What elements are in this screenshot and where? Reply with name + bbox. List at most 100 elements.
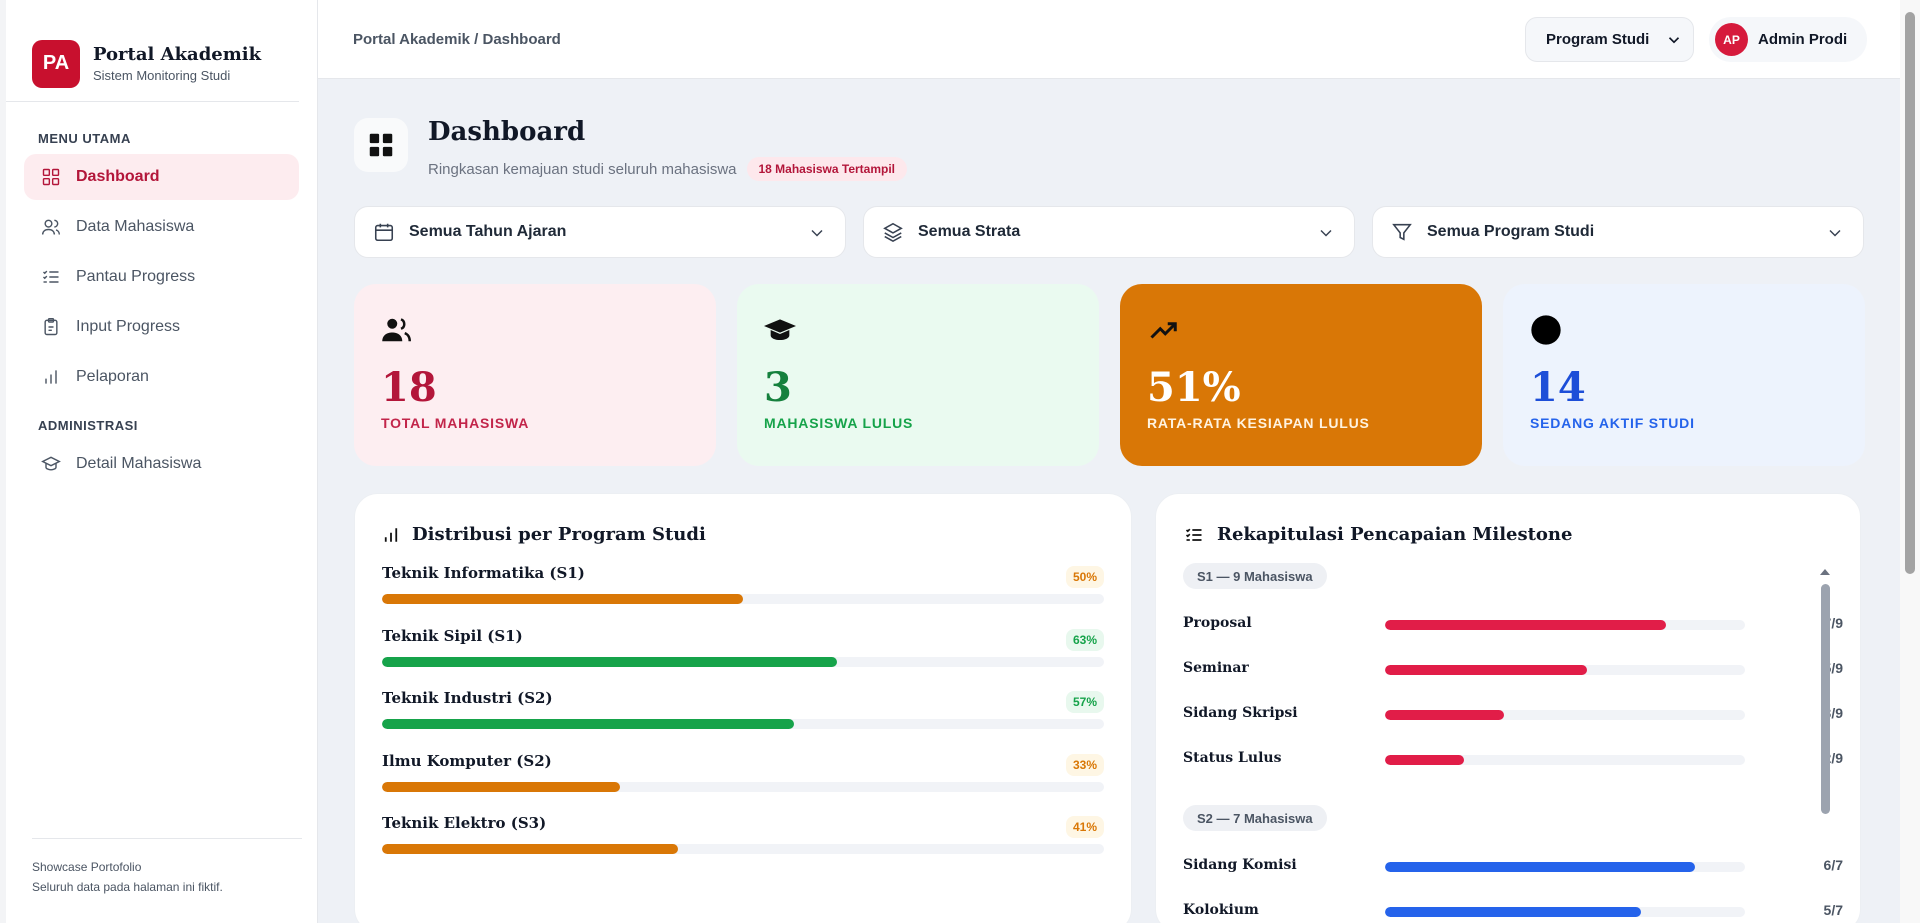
circle-icon — [1530, 314, 1838, 346]
program-name: Teknik Industri (S2) — [382, 689, 553, 707]
milestone-count: 5/7 — [1823, 902, 1843, 918]
trending-up-icon — [1147, 314, 1455, 346]
dashboard-grid-icon — [354, 118, 408, 172]
stat-label: MAHASISWA LULUS — [764, 415, 914, 431]
program-name: Ilmu Komputer (S2) — [382, 751, 552, 770]
milestone-count: 6/7 — [1823, 857, 1843, 873]
filter-label: Semua Tahun Ajaran — [409, 223, 567, 240]
milestone-name: Status Lulus — [1183, 750, 1282, 766]
progress-track — [382, 781, 1104, 792]
sidebar-item-label: Detail Mahasiswa — [76, 455, 202, 472]
filter-strata[interactable]: Semua Strata — [863, 206, 1355, 258]
distribution-row: Ilmu Komputer (S2) 33% — [382, 752, 1104, 814]
stat-value: 3 — [764, 364, 792, 411]
milestone-row: Sidang Komisi 6/7 — [1183, 855, 1843, 877]
filter-tahun-ajaran[interactable]: Semua Tahun Ajaran — [354, 206, 846, 258]
milestone-row: Sidang Skripsi 3/9 — [1183, 703, 1843, 725]
milestone-name: Seminar — [1183, 660, 1249, 676]
distribution-row: Teknik Elektro (S3) 41% — [382, 814, 1104, 876]
list-check-icon — [40, 266, 62, 288]
chevron-down-icon — [1665, 31, 1683, 53]
milestone-row: Kolokium 5/7 — [1183, 900, 1843, 922]
sidebar-item-detail-mahasiswa[interactable]: Detail Mahasiswa — [24, 441, 299, 487]
progress-track — [382, 594, 1104, 604]
graduation-cap-icon — [764, 314, 1072, 346]
program-studi-select[interactable]: Program Studi — [1525, 17, 1694, 62]
program-name: Teknik Sipil (S1) — [382, 626, 523, 645]
page-subtitle: Ringkasan kemajuan studi seluruh mahasis… — [428, 157, 907, 181]
milestone-track — [1385, 620, 1745, 630]
progress-percent-badge: 41% — [1065, 816, 1104, 838]
sidebar-item-data-mahasiswa[interactable]: Data Mahasiswa — [24, 204, 299, 250]
distribution-title: Distribusi per Program Studi — [382, 524, 706, 545]
milestone-scrollbar[interactable] — [1820, 569, 1830, 849]
milestone-fill — [1385, 907, 1641, 917]
scroll-up-arrow-icon[interactable] — [1820, 569, 1830, 575]
distribution-panel: Distribusi per Program Studi Teknik Info… — [354, 493, 1132, 923]
milestone-fill — [1385, 862, 1695, 872]
progress-track — [382, 656, 1104, 667]
progress-percent-badge: 33% — [1065, 753, 1104, 776]
milestone-title: Rekapitulasi Pencapaian Milestone — [1183, 524, 1572, 545]
stat-value: 18 — [381, 364, 437, 411]
list-check-icon — [1185, 528, 1202, 541]
filter-label: Semua Strata — [918, 223, 1021, 240]
stat-label: RATA-RATA KESIAPAN LULUS — [1147, 415, 1370, 431]
brand[interactable]: PA Portal Akademik Sistem Monitoring Stu… — [6, 0, 299, 102]
program-studi-select-label: Program Studi — [1546, 31, 1650, 48]
progress-fill — [382, 781, 621, 792]
page-title: Dashboard — [428, 117, 586, 147]
user-name: Admin Prodi — [1758, 31, 1848, 48]
distribution-row: Teknik Informatika (S1) 50% — [382, 564, 1104, 626]
milestone-fill — [1385, 755, 1465, 765]
stat-card-mahasiswa-lulus: 3 MAHASISWA LULUS — [737, 284, 1099, 466]
page-subtitle-text: Ringkasan kemajuan studi seluruh mahasis… — [428, 160, 737, 178]
progress-fill — [382, 844, 679, 854]
topbar: Portal Akademik / Dashboard Program Stud… — [318, 0, 1900, 79]
milestone-track — [1385, 755, 1745, 765]
chevron-down-icon — [1316, 223, 1336, 248]
milestone-track — [1385, 907, 1745, 917]
milestone-fill — [1385, 665, 1587, 675]
count-badge: 18 Mahasiswa Tertampil — [746, 157, 907, 181]
stat-value: 14 — [1530, 364, 1586, 411]
program-name: Teknik Informatika (S1) — [382, 564, 585, 582]
chevron-down-icon — [1825, 223, 1845, 248]
sidebar-item-pelaporan[interactable]: Pelaporan — [24, 354, 299, 400]
milestone-name: Sidang Komisi — [1183, 857, 1297, 873]
bar-chart-icon — [384, 527, 398, 542]
progress-track — [382, 719, 1104, 729]
brand-subtitle: Sistem Monitoring Studi — [93, 68, 231, 83]
avatar: AP — [1715, 23, 1748, 56]
milestone-track — [1385, 862, 1745, 872]
page-scrollbar[interactable] — [1900, 0, 1920, 923]
filter-program-studi[interactable]: Semua Program Studi — [1372, 206, 1864, 258]
milestone-scrollbar-thumb[interactable] — [1821, 584, 1830, 814]
panel-title-text: Rekapitulasi Pencapaian Milestone — [1217, 524, 1573, 545]
progress-percent-badge: 63% — [1065, 628, 1104, 651]
footer-text: Seluruh data pada halaman ini fiktif. — [32, 880, 223, 894]
distribution-row: Teknik Industri (S2) 57% — [382, 689, 1104, 751]
brand-logo: PA — [32, 39, 80, 88]
milestone-track — [1385, 710, 1745, 720]
sidebar-item-pantau-progress[interactable]: Pantau Progress — [24, 254, 299, 300]
sidebar-item-label: Pantau Progress — [76, 268, 196, 285]
calendar-icon — [373, 221, 395, 243]
sidebar-item-dashboard[interactable]: Dashboard — [24, 154, 299, 200]
progress-percent-badge: 50% — [1065, 566, 1104, 588]
layers-icon — [882, 221, 904, 243]
sidebar-item-label: Data Mahasiswa — [76, 218, 195, 235]
stat-card-kesiapan-lulus: 51% RATA-RATA KESIAPAN LULUS — [1120, 284, 1482, 466]
graduation-cap-icon — [40, 453, 62, 475]
stat-card-aktif-studi: 14 SEDANG AKTIF STUDI — [1503, 284, 1865, 466]
milestone-group-label: S1 — 9 Mahasiswa — [1183, 563, 1327, 589]
breadcrumb[interactable]: Portal Akademik / Dashboard — [353, 31, 561, 48]
user-menu[interactable]: AP Admin Prodi — [1709, 17, 1867, 62]
admin-menu: Detail Mahasiswa — [6, 433, 317, 487]
sidebar-item-input-progress[interactable]: Input Progress — [24, 304, 299, 350]
milestone-track — [1385, 665, 1745, 675]
page-scrollbar-thumb[interactable] — [1905, 12, 1915, 574]
milestone-row: Proposal 7/9 — [1183, 613, 1843, 635]
menu-section-admin: ADMINISTRASI — [38, 418, 138, 433]
brand-title: Portal Akademik — [93, 44, 262, 65]
